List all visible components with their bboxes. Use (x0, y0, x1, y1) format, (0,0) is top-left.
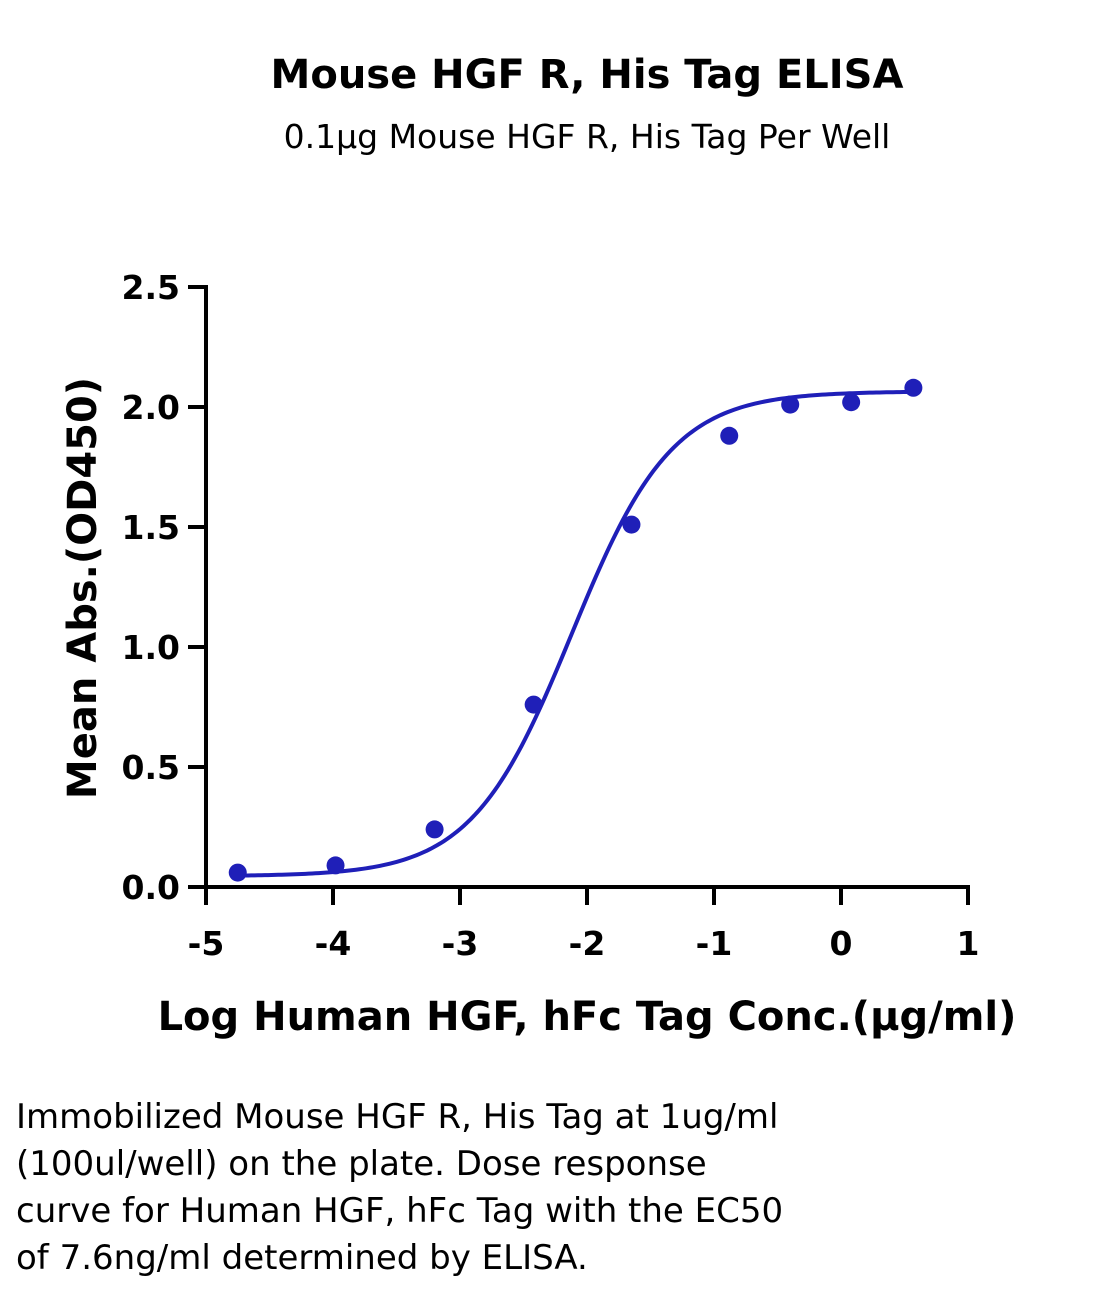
x-tick-label: -1 (696, 924, 733, 963)
x-tick-label: 1 (957, 924, 980, 963)
caption-line: (100ul/well) on the plate. Dose response (16, 1144, 707, 1184)
x-tick-label: 0 (830, 924, 853, 963)
chart-title: Mouse HGF R, His Tag ELISA (270, 52, 904, 98)
y-tick-label: 1.5 (122, 508, 180, 547)
caption-line: of 7.6ng/ml determined by ELISA. (16, 1238, 588, 1278)
y-tick-label: 2.5 (122, 268, 180, 307)
data-point (622, 515, 641, 534)
x-axis-title: Log Human HGF, hFc Tag Conc.(μg/ml) (158, 994, 1017, 1040)
fit-curve-group (237, 389, 914, 878)
caption-line: Immobilized Mouse HGF R, His Tag at 1ug/… (16, 1097, 779, 1137)
fit-curve (237, 389, 914, 878)
data-point (720, 426, 739, 445)
chart-axes (204, 285, 970, 889)
data-point (228, 863, 247, 882)
data-point (425, 820, 444, 839)
y-tick-label: 0.5 (122, 748, 180, 787)
data-point (524, 695, 543, 714)
x-tick-label: -2 (569, 924, 606, 963)
chart-ticks: 0.0 0.5 1.0 1.5 2.0 2.5 -5 -4 -3 -2 -1 0 1 (122, 268, 980, 963)
data-point (904, 378, 923, 397)
chart-subtitle: 0.1μg Mouse HGF R, His Tag Per Well (283, 117, 891, 156)
data-points (228, 378, 923, 882)
elisa-chart: 0.0 0.5 1.0 1.5 2.0 2.5 -5 -4 -3 -2 -1 0 1 Log Human… (60, 268, 1017, 1040)
y-tick-label: 0.0 (122, 868, 180, 907)
data-point (781, 395, 800, 414)
y-axis-title: Mean Abs.(OD450) (60, 377, 106, 799)
x-tick-label: -4 (315, 924, 352, 963)
data-point (326, 856, 345, 875)
caption-line: curve for Human HGF, hFc Tag with the EC… (16, 1191, 784, 1231)
data-point (842, 393, 861, 412)
caption: Immobilized Mouse HGF R, His Tag at 1ug/… (16, 1094, 1086, 1282)
x-tick-label: -5 (188, 924, 225, 963)
x-tick-label: -3 (442, 924, 479, 963)
y-tick-label: 1.0 (122, 628, 180, 667)
y-tick-label: 2.0 (122, 388, 180, 427)
